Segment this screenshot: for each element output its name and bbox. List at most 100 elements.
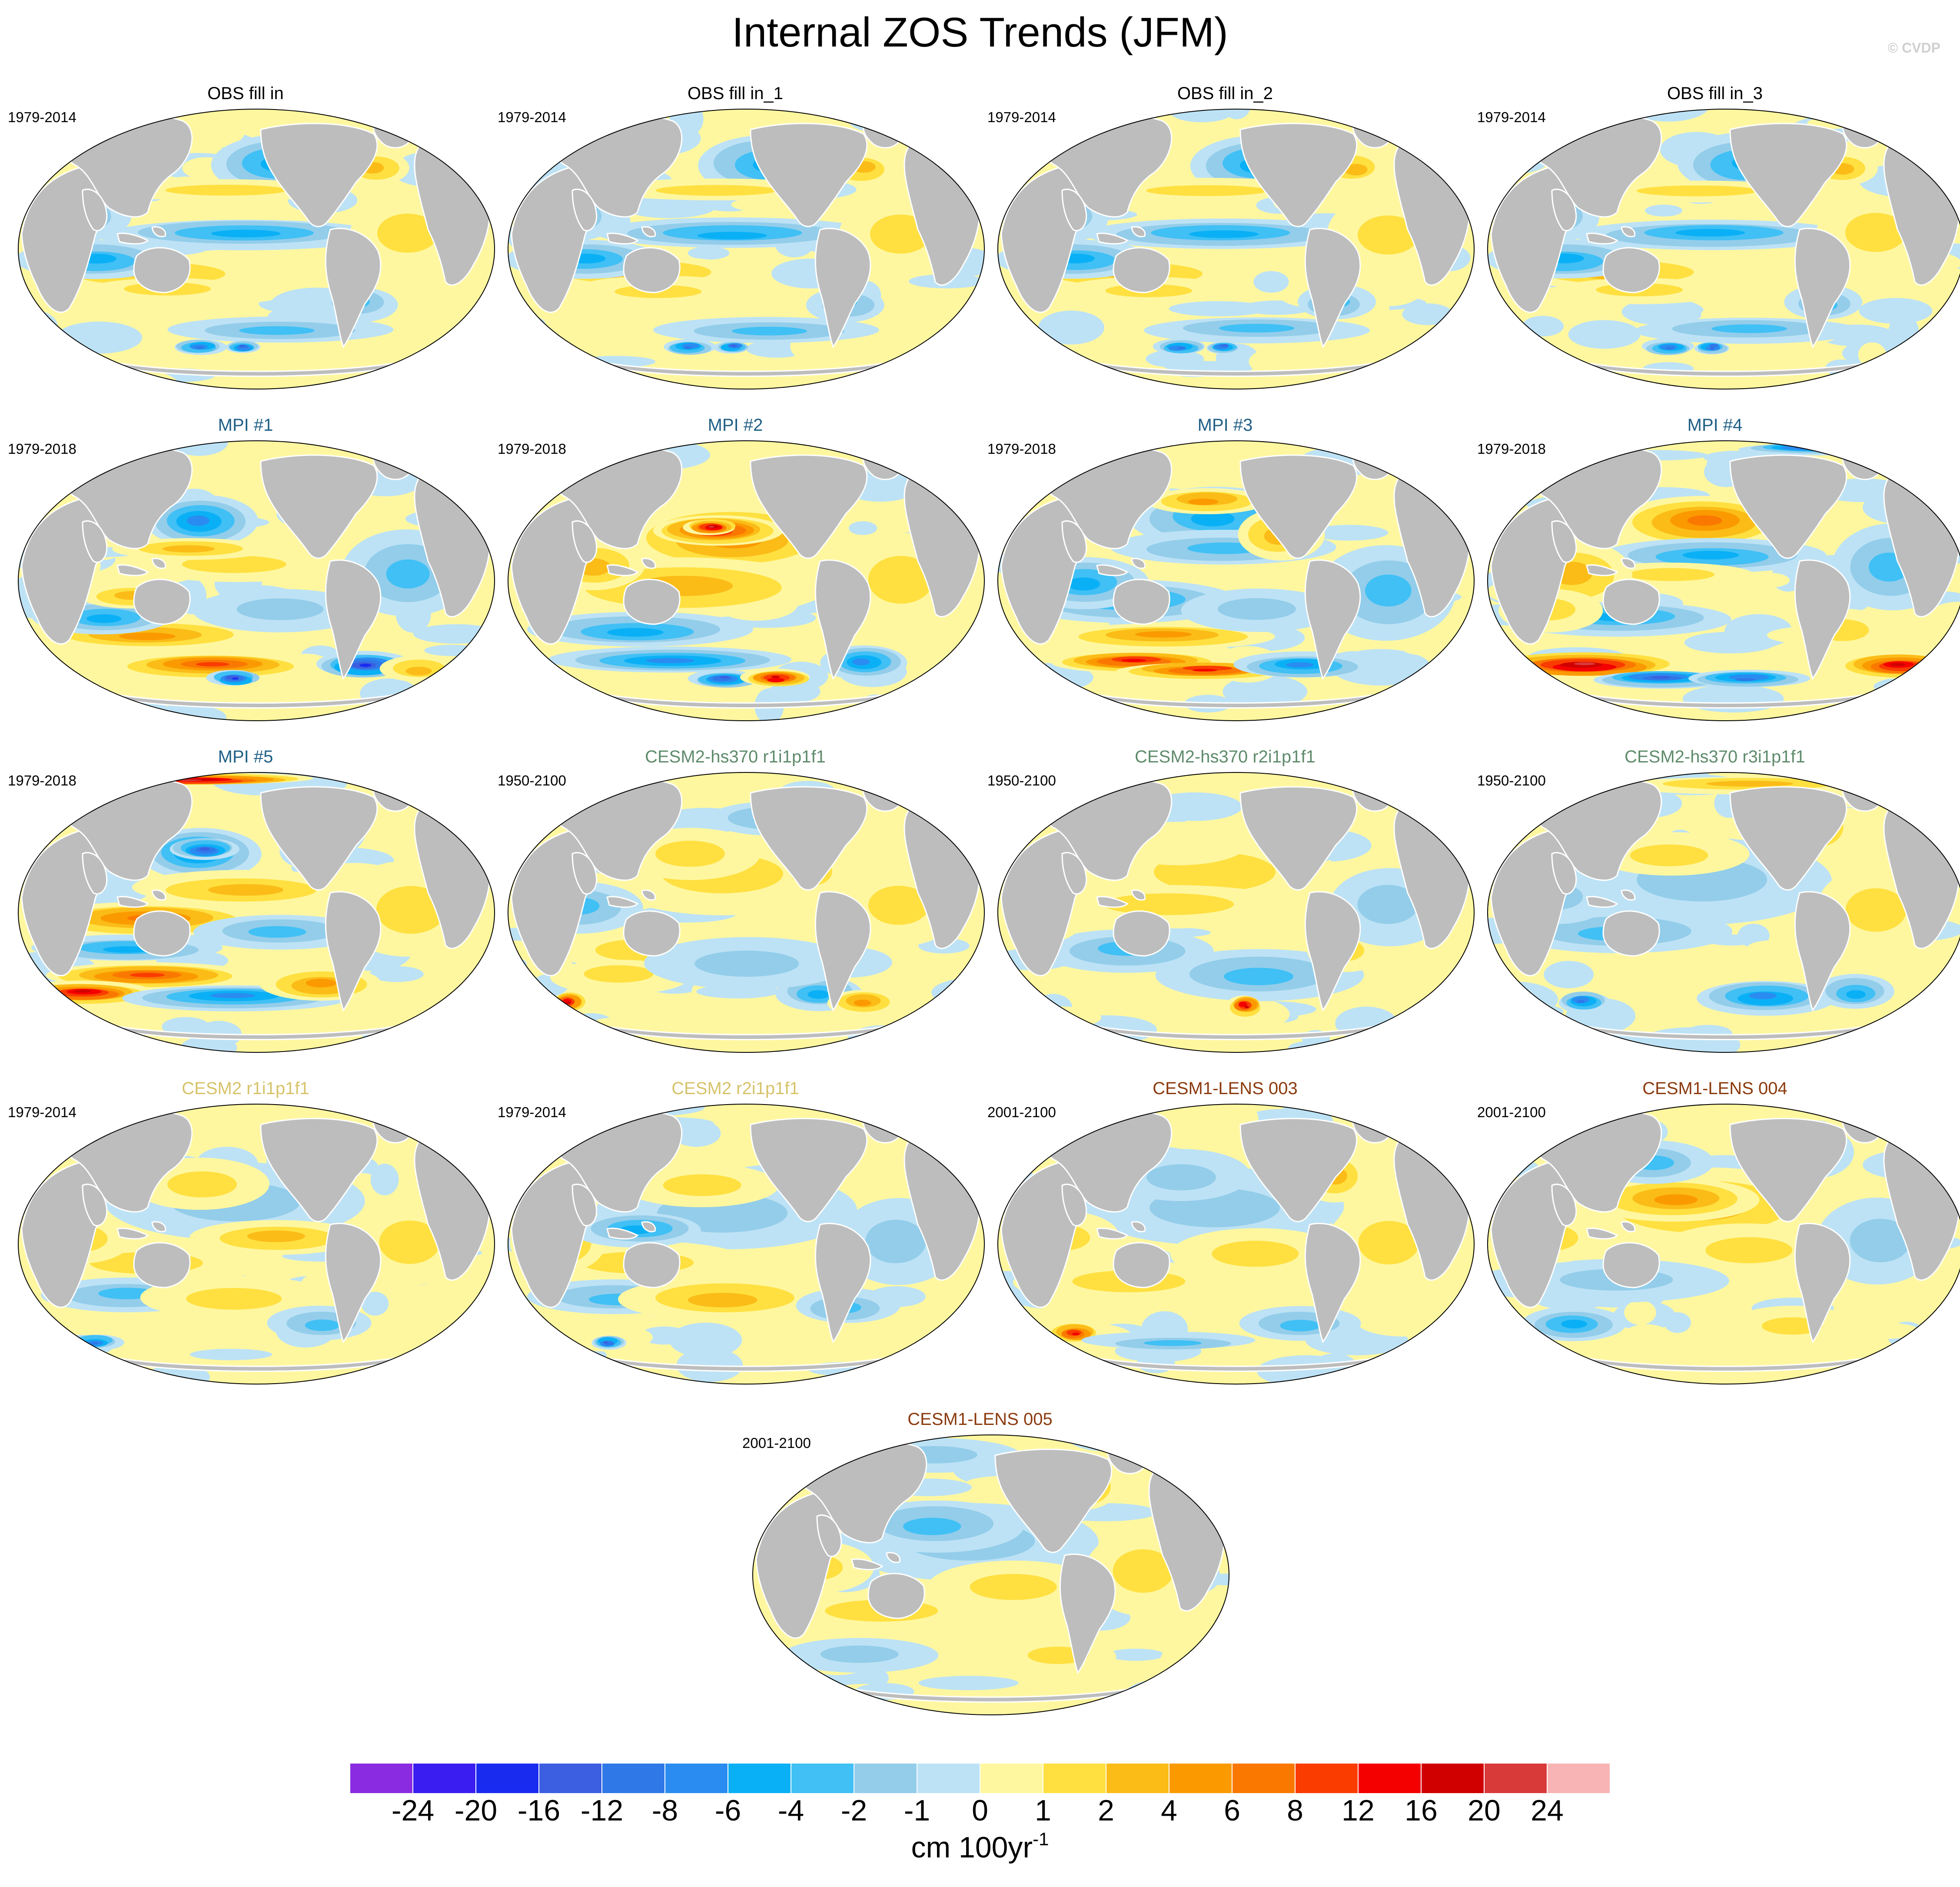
trend-anomaly bbox=[1067, 577, 1100, 591]
trend-speckle bbox=[1425, 356, 1472, 389]
map-border bbox=[508, 440, 985, 721]
trend-speckle bbox=[512, 772, 571, 786]
trend-speckle bbox=[518, 109, 587, 126]
colorbar-tick-label: 0 bbox=[972, 1794, 988, 1827]
map-border bbox=[1487, 772, 1960, 1053]
land-mass bbox=[1729, 786, 1847, 891]
trend-speckle bbox=[669, 1322, 742, 1358]
land-mass bbox=[1113, 579, 1170, 625]
panel-period: 1979-2014 bbox=[498, 1104, 566, 1120]
trend-speckle bbox=[407, 118, 448, 130]
colorbar-swatch bbox=[1169, 1763, 1232, 1794]
land-mass bbox=[133, 910, 191, 957]
trend-anomaly bbox=[697, 232, 767, 240]
map-border bbox=[997, 1104, 1475, 1384]
land-mass bbox=[1551, 852, 1577, 895]
land-mass bbox=[1551, 1184, 1577, 1226]
trend-speckle bbox=[439, 109, 495, 123]
trend-speckle bbox=[830, 849, 878, 862]
world-map bbox=[997, 109, 1475, 389]
panel-title: CESM2-hs370 r2i1p1f1 bbox=[1135, 747, 1316, 766]
world-map bbox=[508, 772, 985, 1053]
trend-speckle bbox=[849, 521, 877, 535]
trend-anomaly bbox=[1212, 1241, 1299, 1267]
colorbar-units-text: cm 100yr bbox=[911, 1831, 1033, 1864]
trend-speckle bbox=[18, 706, 50, 721]
trend-speckle bbox=[1560, 1104, 1610, 1115]
land-mass bbox=[1794, 559, 1851, 680]
trend-speckle bbox=[1107, 1648, 1164, 1661]
trend-speckle bbox=[663, 1004, 704, 1023]
trend-speckle bbox=[606, 307, 705, 325]
trend-speckle bbox=[1169, 109, 1234, 123]
trend-speckle bbox=[510, 1047, 578, 1052]
trend-speckle bbox=[362, 1104, 431, 1111]
colorbar-tick-label: 24 bbox=[1531, 1794, 1564, 1827]
panel-title: OBS fill in_3 bbox=[1667, 84, 1763, 103]
trend-anomaly bbox=[239, 345, 245, 347]
trend-speckle bbox=[361, 1291, 389, 1316]
trend-speckle bbox=[899, 366, 948, 389]
land-mass bbox=[133, 1242, 191, 1288]
trend-speckle bbox=[925, 667, 984, 696]
trend-speckle bbox=[1488, 441, 1538, 450]
trend-speckle bbox=[1356, 1306, 1450, 1337]
panel-title: CESM2 r1i1p1f1 bbox=[182, 1079, 309, 1098]
land-mass bbox=[1602, 1242, 1660, 1288]
trend-anomaly bbox=[1358, 1221, 1419, 1265]
trend-speckle bbox=[45, 1018, 111, 1047]
trend-speckle bbox=[1619, 1324, 1674, 1356]
panel-period: 1950-2100 bbox=[987, 772, 1056, 789]
trend-speckle bbox=[1007, 772, 1068, 782]
trend-speckle bbox=[1125, 1678, 1214, 1711]
land-mass bbox=[1621, 226, 1636, 237]
trend-anomaly bbox=[1687, 515, 1722, 526]
map-panel: OBS fill in_3 1979-2014 bbox=[1469, 83, 1960, 396]
land-mass bbox=[82, 189, 108, 231]
trend-speckle bbox=[998, 1038, 1025, 1052]
trend-speckle bbox=[1350, 772, 1433, 790]
trend-speckle bbox=[553, 772, 601, 789]
trend-speckle bbox=[1402, 349, 1472, 380]
trend-speckle bbox=[1025, 109, 1090, 124]
trend-anomaly bbox=[731, 326, 807, 336]
trend-speckle bbox=[424, 645, 479, 656]
trend-anomaly bbox=[1146, 185, 1268, 196]
colorbar-units-exponent: -1 bbox=[1033, 1829, 1049, 1849]
colorbar-swatch bbox=[1043, 1763, 1106, 1794]
land-mass bbox=[1586, 896, 1618, 908]
land-mass bbox=[1602, 910, 1660, 957]
panel-title: MPI #2 bbox=[708, 416, 763, 435]
trend-anomaly bbox=[1576, 999, 1585, 1003]
trend-anomaly bbox=[1143, 1340, 1202, 1346]
land-mass bbox=[116, 564, 149, 576]
trend-speckle bbox=[1488, 1029, 1516, 1052]
trend-anomaly bbox=[211, 230, 281, 238]
land-mass bbox=[1794, 1222, 1851, 1344]
land-mass bbox=[623, 1242, 681, 1288]
trend-anomaly bbox=[566, 1002, 571, 1005]
trend-anomaly bbox=[1238, 1002, 1247, 1007]
trend-speckle bbox=[18, 146, 37, 173]
panel-period: 1979-2014 bbox=[987, 109, 1056, 125]
panel-title: OBS fill in_1 bbox=[687, 84, 784, 103]
trend-anomaly bbox=[405, 666, 432, 676]
map-border bbox=[1487, 440, 1960, 721]
map-panel: CESM2-hs370 r1i1p1f1 1950-2100 bbox=[490, 746, 985, 1059]
colorbar-swatch bbox=[917, 1763, 980, 1794]
panel-period: 2001-2100 bbox=[987, 1104, 1056, 1120]
trend-anomaly bbox=[74, 990, 92, 993]
land-mass bbox=[1113, 910, 1170, 957]
trend-anomaly bbox=[1846, 990, 1866, 999]
trend-speckle bbox=[18, 1110, 86, 1132]
trend-speckle bbox=[1806, 1105, 1882, 1120]
map-border bbox=[1487, 109, 1960, 389]
land-mass bbox=[1304, 559, 1361, 680]
trend-speckle bbox=[1353, 441, 1445, 447]
land-mass bbox=[1729, 454, 1847, 559]
trend-speckle bbox=[131, 772, 210, 777]
trend-speckle bbox=[416, 332, 490, 356]
trend-speckle bbox=[372, 373, 438, 389]
colorbar-tick-label: -8 bbox=[651, 1794, 678, 1827]
trend-speckle bbox=[998, 1607, 1035, 1638]
